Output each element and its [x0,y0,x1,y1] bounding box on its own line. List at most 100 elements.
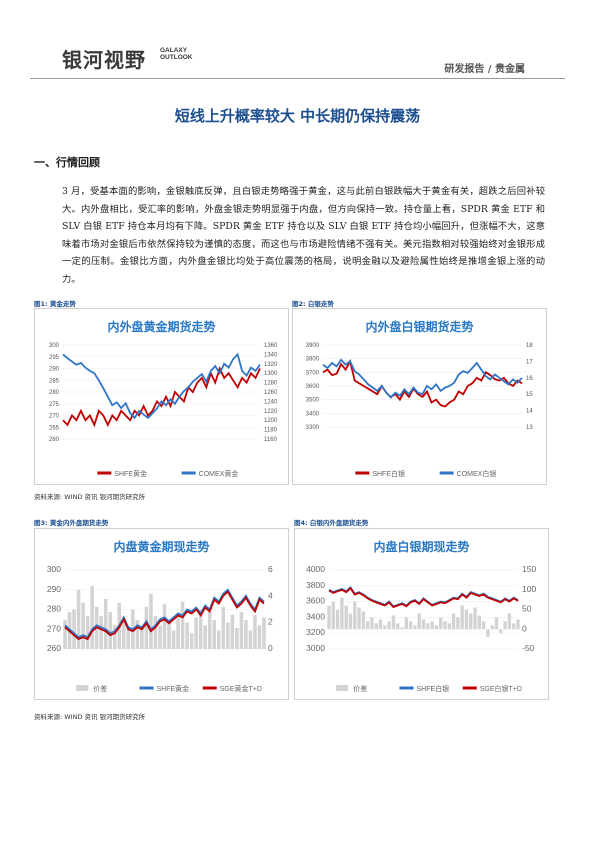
spread-bar [207,612,212,649]
y-tick-right: 1320 [264,362,278,368]
chart-gold-box: 内外盘黄金期货走势 260 265 270 275 280 285 290 295 300 1160… [34,308,289,485]
spread-bar [473,607,477,630]
y-tick-left: 4000 [306,564,325,574]
y-tick-left: 3400 [306,411,320,417]
spread-bar [507,613,512,630]
spread-bar [335,609,340,630]
spread-bar [244,620,248,649]
spread-bar [439,617,443,630]
chart-title: 内盘白银期现走势 [373,539,469,554]
spread-bar [226,622,230,649]
figure-4-label: 图4: 白银内外盘期货走势 [294,519,369,527]
series-line [64,588,265,639]
spread-bar [512,623,516,630]
y-tick-right: 1340 [264,352,278,358]
spread-bar [413,625,417,630]
spread-bar [391,615,396,630]
spread-bar [180,601,185,649]
spread-bar [469,613,473,630]
y-tick-left: 3000 [306,643,325,653]
chart-gold-spot: 内盘黄金期现走势 260 270 280 290 300 0 2 4 6 价差 SHFE黄金 SGE黄金… [47,539,273,693]
body-paragraph: 3 月，受基本面的影响，金银触底反弹，且白银走势略强于黄金，这与此前白银跌幅大于… [62,186,545,285]
y-tick-right: 6 [268,564,273,574]
chart-title: 内外盘白银期货走势 [365,319,473,334]
spread-bar [85,616,90,649]
y-tick-right: 1240 [264,399,278,405]
y-tick-right: 17 [526,359,533,365]
legend-label: SHFE黄金 [157,684,190,693]
spread-bar [499,629,503,634]
spread-bar [262,617,266,649]
spread-bar [72,609,76,649]
y-tick-left: 3700 [306,370,320,376]
y-tick-left: 3600 [306,596,325,606]
spread-bar [158,625,162,649]
chart-gold: 内外盘黄金期货走势 260 265 270 275 280 285 290 295 300 1160… [49,319,278,478]
legend-label: COMEX白银 [457,469,497,478]
document-title: 短线上升概率较大 中长期仍保持震荡 [174,107,421,125]
y-tick-left: 280 [49,390,60,396]
section-heading: 一、行情回顾 [34,156,100,169]
spread-bar [153,616,158,649]
legend-label: SHFE白银 [417,684,450,693]
spread-bar [63,620,67,649]
y-tick-left: 3500 [306,398,320,404]
spread-bar [443,621,447,630]
series-line [64,590,265,641]
spread-bar [176,614,180,649]
spread-bar [221,606,226,649]
spread-bar [494,617,499,630]
spread-bar [357,607,361,630]
spread-bar [396,623,400,630]
y-tick-left: 280 [47,604,61,614]
y-tick-left: 3900 [306,343,320,349]
chart-title: 内盘黄金期现走势 [113,539,209,554]
spread-bar [103,598,108,649]
spread-bar [257,625,262,649]
spread-bar [387,621,391,630]
spread-bar [400,627,404,630]
spread-bar [203,625,207,649]
y-tick-right: 1300 [264,371,278,377]
y-tick-right: 100 [522,584,536,594]
y-tick-left: 285 [49,378,60,384]
spread-bar [217,630,221,649]
spread-bar [108,612,112,649]
legend-label: SGE白银T+D [480,684,522,693]
spread-bar [99,616,103,649]
y-tick-left: 290 [47,584,61,594]
spread-bar [135,620,140,649]
y-tick-left: 3300 [306,425,320,431]
source-note-2: 资料来源: WIND 资讯 银河期货研究所 [34,713,146,721]
spread-bar [126,629,131,649]
y-tick-left: 3400 [306,611,325,621]
logo-en-bottom: OUTLOOK [160,54,193,61]
logo-text-en: GALAXY OUTLOOK [160,47,193,61]
spread-bar [408,621,413,630]
legend-label: SGE黄金T+D [220,684,262,693]
legend-label: 价差 [93,684,107,693]
chart-title: 内外盘黄金期货走势 [107,319,215,334]
spread-bar [340,597,344,630]
spread-bar [122,622,126,649]
y-tick-right: 0 [268,643,273,653]
series-line [62,352,261,420]
spread-bar [426,623,430,630]
spread-bar [361,611,366,630]
series-line [62,366,261,428]
y-tick-left: 270 [49,414,60,420]
spread-bar [198,609,203,649]
chart-silver-box: 内外盘白银期货走势 3300 3400 3500 3600 3700 3800 3900 13 1… [292,308,547,485]
y-tick-left: 270 [47,623,61,633]
y-tick-left: 265 [49,425,60,431]
y-tick-right: 18 [526,343,533,349]
chart-silver: 内外盘白银期货走势 3300 3400 3500 3600 3700 3800 3900 13 1… [306,319,534,478]
spread-bar [171,630,176,649]
spread-bar [144,606,149,649]
y-tick-right: 1260 [264,390,278,396]
y-tick-left: 3200 [306,627,325,637]
logo-text-cn: 银河视野 [62,48,146,72]
series-line [322,358,523,408]
spread-bar [253,614,257,649]
y-tick-right: 0 [522,623,527,633]
